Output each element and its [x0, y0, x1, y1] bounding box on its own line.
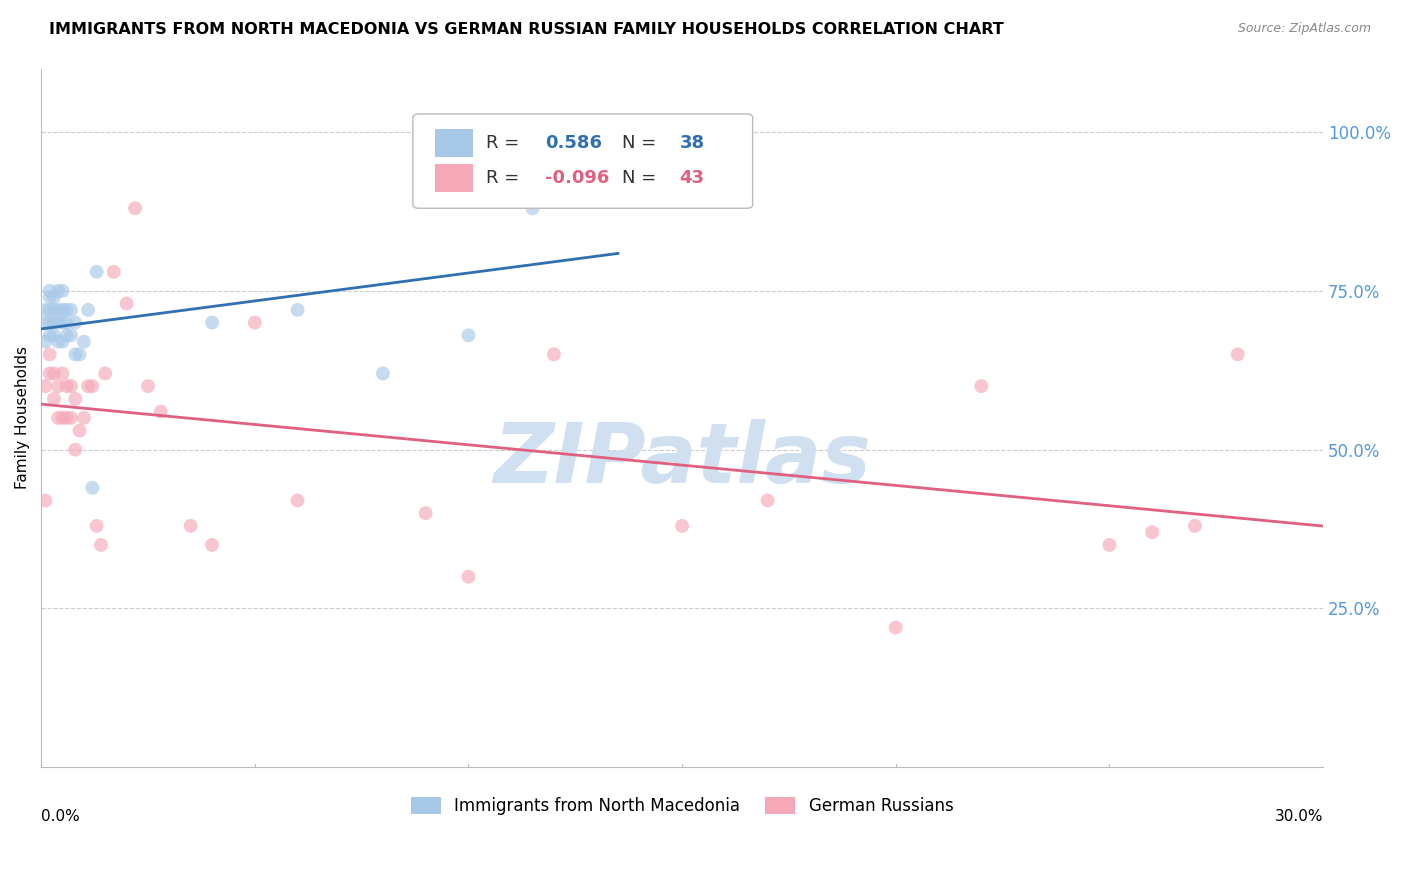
- Text: R =: R =: [486, 169, 524, 187]
- Point: [42, 290, 65, 304]
- Point: [115, 296, 138, 310]
- Point: [55, 410, 77, 425]
- Point: [73, 410, 96, 425]
- Text: IMMIGRANTS FROM NORTH MACEDONIA VS GERMAN RUSSIAN FAMILY HOUSEHOLDS CORRELATION : IMMIGRANTS FROM NORTH MACEDONIA VS GERMA…: [49, 22, 1004, 37]
- Point: [34, 316, 56, 330]
- Point: [522, 201, 544, 215]
- Point: [457, 570, 479, 584]
- Text: -0.096: -0.096: [546, 169, 609, 187]
- Point: [180, 519, 202, 533]
- Point: [287, 493, 309, 508]
- Y-axis label: Family Households: Family Households: [15, 346, 30, 490]
- Point: [671, 519, 693, 533]
- Point: [34, 493, 56, 508]
- Text: R =: R =: [486, 135, 524, 153]
- Point: [46, 379, 69, 393]
- Point: [94, 367, 117, 381]
- Point: [46, 284, 69, 298]
- Point: [124, 201, 146, 215]
- Point: [73, 334, 96, 349]
- Text: 43: 43: [679, 169, 704, 187]
- Point: [55, 328, 77, 343]
- Point: [69, 347, 91, 361]
- Point: [34, 379, 56, 393]
- Point: [1184, 519, 1206, 533]
- Legend: Immigrants from North Macedonia, German Russians: Immigrants from North Macedonia, German …: [405, 790, 960, 822]
- Text: 30.0%: 30.0%: [1275, 809, 1323, 824]
- Point: [38, 302, 60, 317]
- Point: [38, 347, 60, 361]
- Point: [103, 265, 125, 279]
- Point: [756, 493, 779, 508]
- Point: [51, 316, 73, 330]
- Point: [457, 328, 479, 343]
- Point: [970, 379, 993, 393]
- Point: [77, 379, 100, 393]
- Text: N =: N =: [621, 169, 662, 187]
- Point: [60, 302, 83, 317]
- Point: [65, 442, 87, 457]
- Text: 0.0%: 0.0%: [41, 809, 80, 824]
- Point: [884, 620, 907, 634]
- Point: [69, 424, 91, 438]
- Point: [65, 347, 87, 361]
- Point: [82, 379, 104, 393]
- Text: N =: N =: [621, 135, 662, 153]
- Point: [1098, 538, 1121, 552]
- Point: [51, 410, 73, 425]
- Point: [65, 392, 87, 406]
- Point: [38, 328, 60, 343]
- Point: [585, 176, 607, 190]
- Point: [55, 302, 77, 317]
- Bar: [434, 164, 474, 192]
- Point: [201, 316, 224, 330]
- Point: [60, 328, 83, 343]
- Text: ZIPatlas: ZIPatlas: [494, 419, 872, 500]
- Point: [543, 347, 565, 361]
- Point: [136, 379, 159, 393]
- Point: [86, 519, 108, 533]
- Point: [82, 481, 104, 495]
- Point: [51, 334, 73, 349]
- Point: [149, 404, 172, 418]
- Point: [86, 265, 108, 279]
- Point: [1226, 347, 1249, 361]
- Point: [42, 328, 65, 343]
- Point: [38, 316, 60, 330]
- Point: [77, 302, 100, 317]
- Point: [90, 538, 112, 552]
- Point: [46, 334, 69, 349]
- Point: [55, 316, 77, 330]
- Point: [415, 506, 437, 520]
- Text: 38: 38: [679, 135, 704, 153]
- Point: [287, 302, 309, 317]
- Point: [34, 302, 56, 317]
- Point: [34, 334, 56, 349]
- Text: 0.586: 0.586: [546, 135, 602, 153]
- Point: [51, 367, 73, 381]
- Point: [46, 302, 69, 317]
- Point: [38, 367, 60, 381]
- Point: [38, 290, 60, 304]
- Point: [201, 538, 224, 552]
- Point: [38, 284, 60, 298]
- Point: [55, 379, 77, 393]
- FancyBboxPatch shape: [413, 114, 752, 208]
- Point: [371, 367, 394, 381]
- Point: [65, 316, 87, 330]
- Point: [42, 367, 65, 381]
- Point: [60, 379, 83, 393]
- Bar: [434, 129, 474, 157]
- Point: [42, 392, 65, 406]
- Point: [42, 316, 65, 330]
- Point: [51, 284, 73, 298]
- Point: [51, 302, 73, 317]
- Point: [243, 316, 266, 330]
- Point: [42, 302, 65, 317]
- Text: Source: ZipAtlas.com: Source: ZipAtlas.com: [1237, 22, 1371, 36]
- Point: [60, 410, 83, 425]
- Point: [46, 410, 69, 425]
- Point: [1140, 525, 1163, 540]
- Point: [46, 316, 69, 330]
